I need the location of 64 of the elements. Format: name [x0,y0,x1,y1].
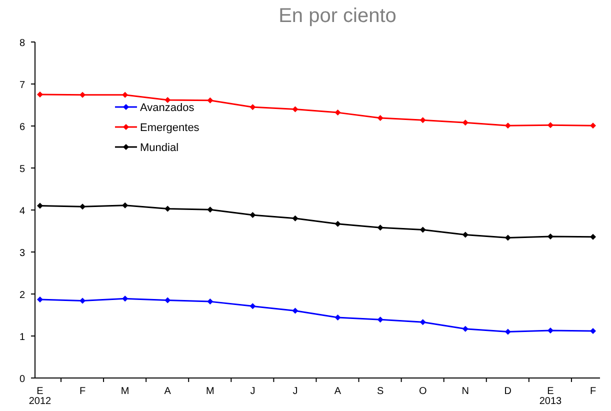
x-tick-label: M [206,386,214,397]
point [80,298,86,304]
y-tick-label: 4 [19,206,26,217]
point [420,117,426,124]
point [164,96,171,103]
x-tick-label: M [120,386,130,397]
point [504,122,511,129]
x-tick-label: J [250,386,256,397]
x-tick-label: F [79,386,86,397]
point [590,122,596,129]
point [334,314,341,321]
point [122,202,128,208]
point [292,215,298,222]
y-tick-label: 1 [19,332,26,343]
x-tick-label: E 2013 [539,386,562,407]
point [207,97,214,104]
point [590,234,596,240]
point [122,296,128,302]
point [37,92,43,98]
y-tick-label: 7 [19,80,26,91]
point [377,316,384,323]
point [504,328,511,335]
point [37,202,43,209]
x-tick-label: E 2012 [28,386,52,407]
x-tick-label: S [376,386,384,397]
point [462,120,468,126]
y-tick-label: 3 [19,248,26,259]
point [334,110,341,116]
point [292,308,298,314]
x-tick-label: A [334,386,342,397]
point [420,319,426,326]
point [164,206,171,212]
legend-label: Avanzados [140,102,195,114]
y-tick-label: 8 [19,38,26,49]
point [250,212,256,218]
point [462,326,468,332]
point [250,303,256,310]
y-tick-label: 2 [19,290,26,301]
chart-title: En por ciento [278,5,396,27]
legend-label: Mundial [140,142,179,154]
point [164,297,171,304]
point [37,296,43,302]
point [207,206,214,213]
x-tick-label: O [418,386,427,397]
x-tick-label: F [590,386,596,397]
x-tick-label: D [504,386,512,397]
point [462,232,468,238]
y-tick-label: 6 [19,122,26,133]
y-tick-label: 0 [19,374,26,385]
point [420,226,426,233]
point [292,106,298,112]
point [207,298,214,305]
point [250,104,256,110]
point [377,115,384,122]
point [334,220,341,227]
x-tick-label: J [292,386,298,397]
legend-label: Emergentes [140,122,200,134]
point [590,328,596,334]
x-tick-label: A [164,386,172,397]
y-tick-label: 5 [19,164,26,175]
point [504,234,511,241]
point [377,224,384,231]
x-tick-label: N [462,386,469,397]
point [122,92,128,98]
